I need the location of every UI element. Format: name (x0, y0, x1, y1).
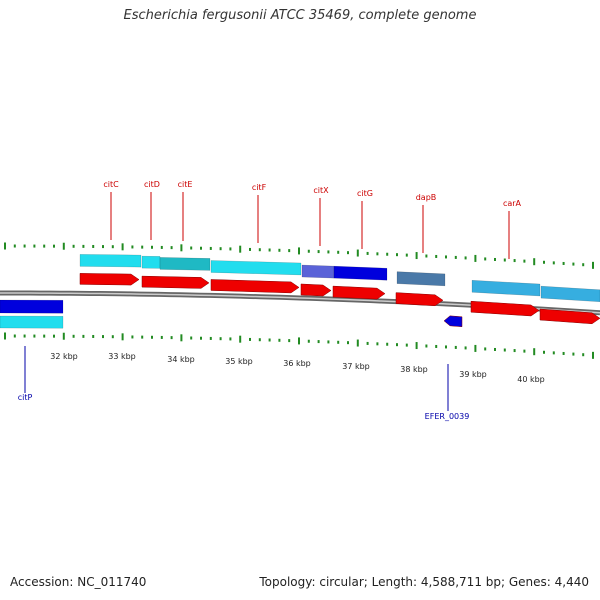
top-tick-marks (4, 242, 594, 269)
gene-band-citC[interactable] (79, 254, 142, 268)
gene-label-citE[interactable]: citE (178, 180, 193, 189)
feature-tracks[interactable] (0, 254, 600, 329)
gene-band-citE[interactable] (159, 257, 211, 271)
gene-label-dapB[interactable]: dapB (416, 193, 437, 202)
cds-arrow-citD-citE[interactable] (141, 275, 210, 289)
coordinate-label: 38 kbp (400, 365, 428, 374)
bottom-tick-marks (4, 332, 594, 359)
cds-arrow-EFER_0039[interactable] (443, 315, 463, 328)
coordinate-label: 33 kbp (108, 352, 136, 361)
coordinate-label: 40 kbp (517, 375, 545, 384)
accession-text: Accession: NC_011740 (10, 575, 147, 589)
coordinate-label: 39 kbp (459, 370, 487, 379)
coordinate-label: 36 kbp (283, 359, 311, 368)
gene-label-carA[interactable]: carA (503, 199, 522, 208)
cds-arrow-citX[interactable] (300, 283, 332, 297)
label-leader-lines (24, 192, 510, 411)
gene-band-citP[interactable] (0, 299, 64, 314)
cds-arrow-carA[interactable] (470, 300, 540, 317)
page-title: Escherichia fergusonii ATCC 35469, compl… (123, 8, 477, 23)
coordinate-labels: 32 kbp 33 kbp 34 kbp 35 kbp 36 kbp 37 kbp 38 k… (50, 352, 545, 384)
gene-band-citF[interactable] (210, 260, 302, 276)
coordinate-label: 34 kbp (167, 355, 195, 364)
gene-band-citG[interactable] (333, 265, 388, 281)
gene-band-carA[interactable] (471, 279, 541, 297)
gene-label-citG[interactable]: citG (357, 189, 373, 198)
gene-label-citD[interactable]: citD (144, 180, 160, 189)
gene-label-citC[interactable]: citC (103, 180, 119, 189)
gene-band-dapB[interactable] (396, 271, 446, 287)
coordinate-label: 32 kbp (50, 352, 78, 361)
cds-arrow-dapB[interactable] (395, 292, 444, 307)
cds-arrow-citC[interactable] (79, 273, 140, 286)
gene-label-citX[interactable]: citX (313, 186, 329, 195)
cds-arrow-citF[interactable] (210, 279, 300, 294)
gene-label-citP[interactable]: citP (18, 393, 33, 402)
gene-band-citP-cds[interactable] (0, 315, 64, 329)
gene-labels: citC citD citE citF citX citG dapB carA citP EFER… (18, 180, 522, 421)
coordinate-label: 37 kbp (342, 362, 370, 371)
cds-arrow-citG[interactable] (332, 285, 386, 300)
coordinate-label: 35 kbp (225, 357, 253, 366)
gene-band-carB[interactable] (540, 285, 600, 303)
gene-band-citX[interactable] (301, 264, 335, 279)
gene-label-citF[interactable]: citF (252, 183, 267, 192)
topology-text: Topology: circular; Length: 4,588,711 bp… (259, 575, 589, 589)
gene-label-EFER_0039[interactable]: EFER_0039 (425, 412, 470, 421)
gene-band-citD[interactable] (141, 255, 161, 269)
cds-arrow-carB[interactable] (539, 308, 600, 325)
